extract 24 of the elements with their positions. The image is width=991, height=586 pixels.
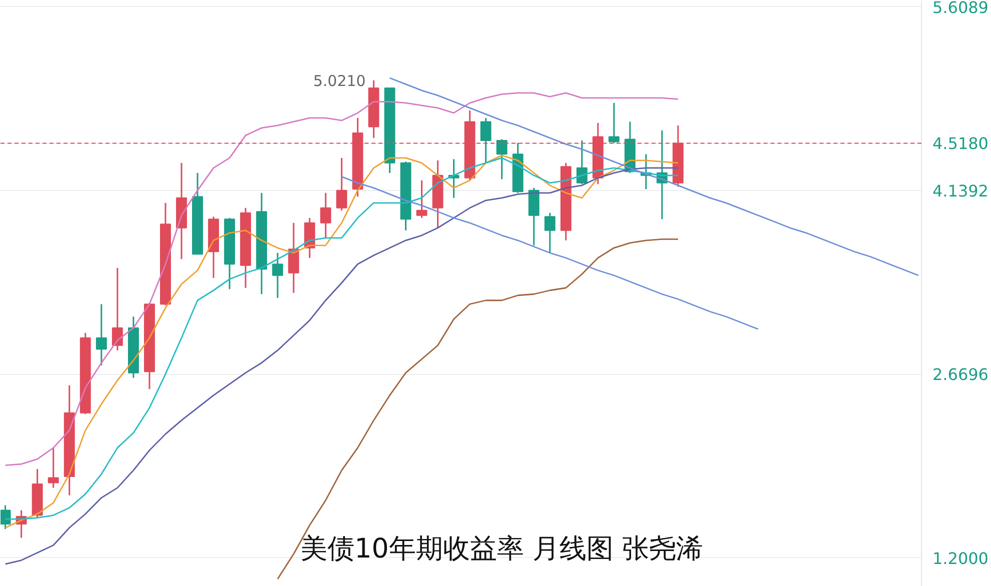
candlestick <box>96 303 107 366</box>
candlestick <box>416 180 428 219</box>
y-tick-label: 1.2000 <box>932 548 988 568</box>
annotation: 5.0210 <box>313 72 366 90</box>
candlestick <box>608 102 620 144</box>
y-tick-label: 5.6089 <box>932 0 988 17</box>
candlestick <box>320 192 332 239</box>
candlestick <box>480 117 492 164</box>
ref-line-label: 4.5180 <box>932 134 988 154</box>
line-series <box>4 92 679 466</box>
candlestick <box>48 447 59 489</box>
candlestick <box>288 222 300 294</box>
line-series <box>340 176 759 330</box>
candlestick <box>576 140 588 185</box>
candlestick <box>336 157 348 212</box>
candlestick <box>0 504 11 530</box>
candlestick <box>496 138 508 180</box>
candlestick <box>544 212 556 254</box>
line-series <box>389 77 919 276</box>
candlestick <box>272 252 284 299</box>
text: 美债10年期收益率 月线图 张尧浠 <box>300 534 704 564</box>
y-tick-label: 2.6696 <box>932 365 988 384</box>
y-tick-label: 4.1392 <box>932 182 988 201</box>
candlestick <box>112 267 123 352</box>
